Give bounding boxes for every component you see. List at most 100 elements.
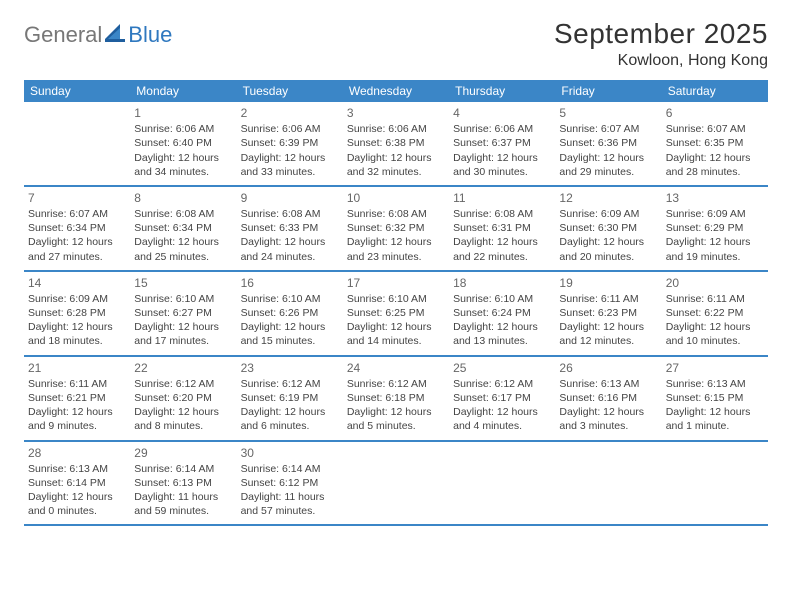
day-cell: 24Sunrise: 6:12 AMSunset: 6:18 PMDayligh… [343, 357, 449, 440]
weekday-label: Monday [130, 80, 236, 102]
day-cell: 16Sunrise: 6:10 AMSunset: 6:26 PMDayligh… [237, 272, 343, 355]
week-row: 14Sunrise: 6:09 AMSunset: 6:28 PMDayligh… [24, 272, 768, 357]
day-detail: Sunset: 6:20 PM [134, 391, 232, 405]
day-detail: Sunrise: 6:07 AM [666, 122, 764, 136]
weekday-label: Saturday [662, 80, 768, 102]
day-detail: Sunrise: 6:07 AM [559, 122, 657, 136]
day-detail: Sunrise: 6:12 AM [134, 377, 232, 391]
day-detail: Daylight: 12 hours and 29 minutes. [559, 151, 657, 179]
day-number: 10 [347, 190, 445, 206]
day-detail: Daylight: 12 hours and 15 minutes. [241, 320, 339, 348]
logo-text-general: General [24, 22, 102, 48]
day-detail: Daylight: 12 hours and 32 minutes. [347, 151, 445, 179]
week-row: 21Sunrise: 6:11 AMSunset: 6:21 PMDayligh… [24, 357, 768, 442]
day-detail: Sunrise: 6:13 AM [666, 377, 764, 391]
day-detail: Sunset: 6:40 PM [134, 136, 232, 150]
day-detail: Daylight: 12 hours and 22 minutes. [453, 235, 551, 263]
weekday-label: Tuesday [237, 80, 343, 102]
day-cell: 26Sunrise: 6:13 AMSunset: 6:16 PMDayligh… [555, 357, 661, 440]
day-detail: Sunset: 6:34 PM [28, 221, 126, 235]
day-number: 1 [134, 105, 232, 121]
day-detail: Sunset: 6:27 PM [134, 306, 232, 320]
day-cell: 27Sunrise: 6:13 AMSunset: 6:15 PMDayligh… [662, 357, 768, 440]
day-cell: 8Sunrise: 6:08 AMSunset: 6:34 PMDaylight… [130, 187, 236, 270]
day-detail: Sunrise: 6:09 AM [559, 207, 657, 221]
day-detail: Sunset: 6:23 PM [559, 306, 657, 320]
day-number: 8 [134, 190, 232, 206]
day-detail: Sunset: 6:24 PM [453, 306, 551, 320]
page-title: September 2025 [554, 18, 768, 50]
day-detail: Sunrise: 6:08 AM [134, 207, 232, 221]
day-detail: Sunrise: 6:08 AM [453, 207, 551, 221]
weekday-label: Thursday [449, 80, 555, 102]
day-number: 2 [241, 105, 339, 121]
day-detail: Sunset: 6:18 PM [347, 391, 445, 405]
day-cell: 12Sunrise: 6:09 AMSunset: 6:30 PMDayligh… [555, 187, 661, 270]
weekday-label: Sunday [24, 80, 130, 102]
day-number: 27 [666, 360, 764, 376]
day-detail: Sunrise: 6:11 AM [559, 292, 657, 306]
day-detail: Daylight: 12 hours and 24 minutes. [241, 235, 339, 263]
day-cell: 23Sunrise: 6:12 AMSunset: 6:19 PMDayligh… [237, 357, 343, 440]
day-cell: 11Sunrise: 6:08 AMSunset: 6:31 PMDayligh… [449, 187, 555, 270]
day-number: 20 [666, 275, 764, 291]
day-number: 6 [666, 105, 764, 121]
day-detail: Sunset: 6:19 PM [241, 391, 339, 405]
day-detail: Sunset: 6:35 PM [666, 136, 764, 150]
day-number: 19 [559, 275, 657, 291]
day-detail: Daylight: 12 hours and 5 minutes. [347, 405, 445, 433]
day-detail: Sunrise: 6:07 AM [28, 207, 126, 221]
week-row: 7Sunrise: 6:07 AMSunset: 6:34 PMDaylight… [24, 187, 768, 272]
day-cell: 19Sunrise: 6:11 AMSunset: 6:23 PMDayligh… [555, 272, 661, 355]
day-detail: Sunset: 6:17 PM [453, 391, 551, 405]
week-row: 1Sunrise: 6:06 AMSunset: 6:40 PMDaylight… [24, 102, 768, 187]
day-detail: Sunset: 6:34 PM [134, 221, 232, 235]
day-detail: Sunset: 6:21 PM [28, 391, 126, 405]
day-detail: Sunset: 6:39 PM [241, 136, 339, 150]
day-detail: Daylight: 12 hours and 14 minutes. [347, 320, 445, 348]
day-cell: 28Sunrise: 6:13 AMSunset: 6:14 PMDayligh… [24, 442, 130, 525]
logo: General Blue [24, 18, 172, 48]
day-detail: Daylight: 12 hours and 28 minutes. [666, 151, 764, 179]
day-detail: Sunset: 6:26 PM [241, 306, 339, 320]
day-detail: Sunrise: 6:12 AM [347, 377, 445, 391]
day-number: 11 [453, 190, 551, 206]
day-detail: Sunrise: 6:10 AM [241, 292, 339, 306]
day-detail: Daylight: 12 hours and 33 minutes. [241, 151, 339, 179]
day-detail: Sunrise: 6:06 AM [241, 122, 339, 136]
title-block: September 2025 Kowloon, Hong Kong [554, 18, 768, 70]
day-number: 28 [28, 445, 126, 461]
day-cell [555, 442, 661, 525]
day-detail: Sunrise: 6:10 AM [347, 292, 445, 306]
day-cell [24, 102, 130, 185]
day-detail: Sunset: 6:25 PM [347, 306, 445, 320]
day-detail: Sunset: 6:32 PM [347, 221, 445, 235]
day-detail: Daylight: 12 hours and 19 minutes. [666, 235, 764, 263]
day-cell: 6Sunrise: 6:07 AMSunset: 6:35 PMDaylight… [662, 102, 768, 185]
day-detail: Sunrise: 6:06 AM [453, 122, 551, 136]
day-cell: 29Sunrise: 6:14 AMSunset: 6:13 PMDayligh… [130, 442, 236, 525]
day-number: 18 [453, 275, 551, 291]
day-detail: Sunrise: 6:08 AM [347, 207, 445, 221]
day-cell: 15Sunrise: 6:10 AMSunset: 6:27 PMDayligh… [130, 272, 236, 355]
day-number: 25 [453, 360, 551, 376]
day-cell: 22Sunrise: 6:12 AMSunset: 6:20 PMDayligh… [130, 357, 236, 440]
day-detail: Daylight: 12 hours and 34 minutes. [134, 151, 232, 179]
day-detail: Sunset: 6:30 PM [559, 221, 657, 235]
day-cell [662, 442, 768, 525]
weekday-label: Wednesday [343, 80, 449, 102]
day-detail: Sunrise: 6:10 AM [134, 292, 232, 306]
day-cell: 20Sunrise: 6:11 AMSunset: 6:22 PMDayligh… [662, 272, 768, 355]
day-detail: Sunrise: 6:09 AM [28, 292, 126, 306]
day-detail: Sunset: 6:36 PM [559, 136, 657, 150]
day-detail: Sunrise: 6:06 AM [347, 122, 445, 136]
day-number: 16 [241, 275, 339, 291]
day-number: 7 [28, 190, 126, 206]
page: General Blue September 2025 Kowloon, Hon… [0, 0, 792, 538]
header: General Blue September 2025 Kowloon, Hon… [24, 18, 768, 70]
day-detail: Daylight: 12 hours and 18 minutes. [28, 320, 126, 348]
day-detail: Sunrise: 6:14 AM [241, 462, 339, 476]
day-detail: Sunset: 6:29 PM [666, 221, 764, 235]
day-detail: Daylight: 12 hours and 6 minutes. [241, 405, 339, 433]
day-detail: Daylight: 12 hours and 0 minutes. [28, 490, 126, 518]
